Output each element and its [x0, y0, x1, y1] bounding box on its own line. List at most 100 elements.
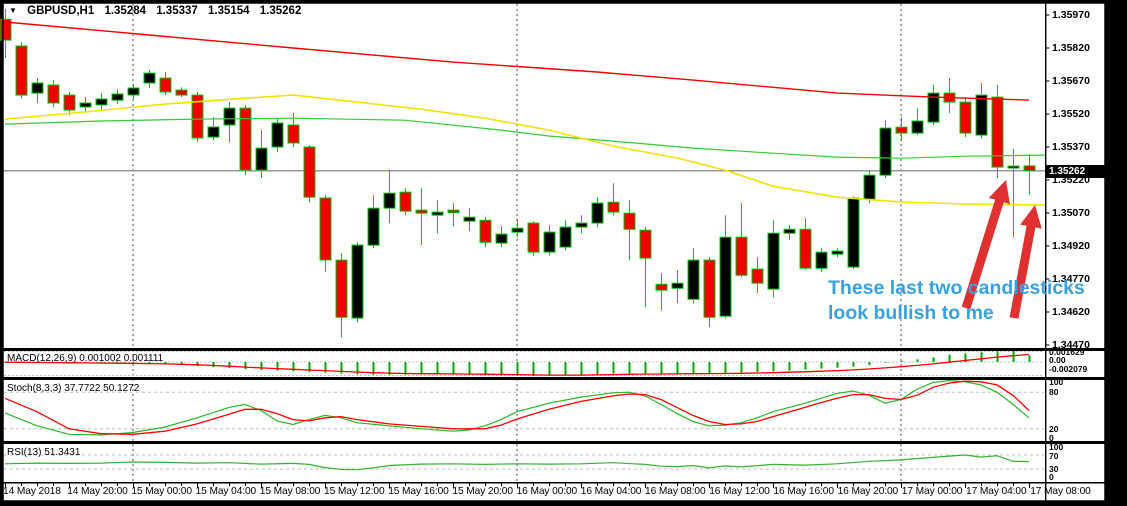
bull-candle-body	[831, 250, 844, 255]
bear-candle-body	[15, 45, 28, 96]
bear-candle-body	[63, 94, 76, 111]
bear-candle-body	[47, 84, 60, 104]
bull-candle-body	[367, 207, 380, 246]
annotation-line-1: These last two candlesticks	[828, 277, 1085, 299]
bull-candle-body	[671, 282, 684, 289]
bull-candle-body	[463, 216, 476, 222]
symbol-dropdown-icon[interactable]: ▼	[9, 6, 17, 15]
rsi-axis-label: 70	[1049, 450, 1059, 461]
pane-separator	[3, 441, 1105, 444]
bull-candle-body	[255, 147, 268, 171]
time-axis-label: 15 May 16:00	[388, 486, 449, 497]
price-axis-label: 1.34470	[1052, 339, 1090, 351]
bear-candle-body	[655, 283, 668, 291]
macd-indicator-label: MACD(12,26,9) 0.001002 0.001111	[7, 353, 164, 364]
bear-candle-body	[479, 219, 492, 243]
ohlc-low: 1.35154	[208, 5, 250, 17]
bear-candle-body	[639, 229, 652, 259]
price-axis-label: 1.35820	[1052, 42, 1090, 54]
price-axis-label: 1.35370	[1052, 141, 1090, 153]
bear-candle-body	[335, 259, 348, 318]
stoch-axis-label: 0	[1049, 433, 1054, 443]
bull-candle-body	[783, 228, 796, 234]
bear-candle-body	[735, 236, 748, 276]
time-axis-label: 17 May 08:00	[1030, 486, 1091, 497]
time-axis-label: 15 May 12:00	[324, 486, 385, 497]
stoch-main-line	[4, 379, 1030, 436]
bear-candle-body	[0, 18, 12, 41]
bear-candle-body	[959, 101, 972, 134]
macd-axis-label: 0.001629	[1049, 347, 1085, 357]
bear-candle-body	[191, 94, 204, 139]
bear-candle-body	[303, 146, 316, 198]
stoch-axis-label: 80	[1049, 387, 1059, 397]
bull-candle-body	[95, 98, 108, 106]
symbol-header: ▼ GBPUSD,H1 1.35284 1.35337 1.35154 1.35…	[9, 5, 301, 17]
ohlc-high: 1.35337	[156, 5, 198, 17]
price-axis-label: 1.34920	[1052, 240, 1090, 252]
stoch-axis-label: 20	[1049, 424, 1059, 434]
current-price-tag: 1.35262	[1045, 164, 1110, 178]
bull-candle-body	[127, 87, 140, 96]
time-axis-label: 15 May 08:00	[259, 486, 321, 497]
bull-candle-body	[767, 232, 780, 290]
bull-candle-body	[31, 82, 44, 94]
axis-border	[1045, 3, 1047, 501]
bull-candle-body	[111, 93, 124, 101]
rsi-line	[4, 454, 1030, 471]
time-axis-label: 15 May 20:00	[452, 486, 513, 497]
rsi-axis-label: 30	[1049, 464, 1059, 474]
time-axis-label: 15 May 00:00	[131, 486, 192, 497]
bear-candle-body	[287, 124, 300, 144]
bear-candle-body	[175, 89, 188, 96]
bear-candle-body	[399, 191, 412, 212]
bull-candle-body	[143, 72, 156, 84]
bull-candle-body	[911, 120, 924, 134]
bear-candle-body	[415, 209, 428, 214]
macd-axis-label: 0.00	[1049, 355, 1066, 365]
bear-candle-body	[751, 268, 764, 284]
rsi-indicator-label: RSI(13) 51.3431	[7, 447, 81, 458]
bull-candle-body	[383, 192, 396, 209]
time-axis-label: 16 May 12:00	[709, 486, 770, 497]
bear-candle-body	[623, 212, 636, 230]
bull-candle-body	[975, 94, 988, 136]
pane-separator	[3, 377, 1105, 380]
bull-candle-body	[511, 227, 524, 233]
time-axis-label: 17 May 04:00	[966, 486, 1027, 497]
macd-signal-line	[4, 353, 1030, 376]
bull-candle-body	[879, 127, 892, 176]
time-axis-label: 16 May 04:00	[580, 486, 642, 497]
bull-candle-body	[79, 102, 92, 108]
symbol-title: GBPUSD,H1	[27, 5, 95, 17]
chart-border	[2, 2, 1106, 502]
bull-candle-body	[719, 236, 732, 317]
time-axis-label: 16 May 20:00	[837, 486, 899, 497]
ohlc-open: 1.35284	[104, 5, 147, 17]
price-axis-label: 1.34770	[1052, 273, 1090, 285]
annotation-arrow-icon	[1009, 205, 1042, 319]
bear-candle-body	[527, 222, 540, 253]
bull-candle-body	[815, 251, 828, 269]
pane-separator	[3, 348, 1105, 351]
bull-candle-body	[431, 211, 444, 216]
bull-candle-body	[207, 126, 220, 138]
bear-candle-body	[799, 228, 812, 269]
time-axis-label: 16 May 08:00	[645, 486, 706, 497]
bear-candle-body	[239, 107, 252, 171]
bull-candle-body	[223, 107, 236, 126]
bear-candle-body	[159, 77, 172, 93]
bull-candle-body	[575, 222, 588, 228]
time-axis-label: 15 May 04:00	[195, 486, 257, 497]
ma-slow-red-line	[4, 21, 1030, 101]
annotation-arrow-icon	[961, 180, 1010, 310]
rsi-axis-label: 100	[1049, 442, 1064, 452]
stoch-axis-label: 100	[1049, 377, 1064, 387]
price-axis-label: 1.35670	[1052, 75, 1090, 87]
time-axis-label: 14 May 2018	[3, 486, 61, 497]
rsi-axis-label: 0	[1049, 471, 1054, 482]
annotation-line-2: look bullish to me	[828, 301, 994, 324]
pane-separator	[3, 482, 1105, 484]
